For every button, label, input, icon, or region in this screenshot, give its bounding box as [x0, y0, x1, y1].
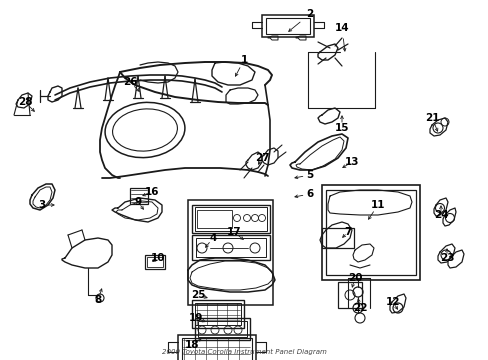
Text: 19: 19	[188, 313, 203, 323]
Text: 9: 9	[134, 197, 141, 207]
Text: 18: 18	[184, 340, 199, 350]
Bar	[178, 335, 256, 360]
Bar	[192, 205, 269, 233]
Bar	[187, 200, 272, 305]
Text: 21: 21	[424, 113, 438, 123]
Text: 13: 13	[344, 157, 359, 167]
Bar	[192, 235, 269, 260]
Text: 14: 14	[334, 23, 348, 33]
Bar	[321, 228, 353, 248]
Bar	[192, 300, 244, 328]
Bar	[147, 257, 163, 267]
Text: 8: 8	[94, 295, 102, 305]
Bar	[130, 188, 148, 204]
Text: 7: 7	[344, 227, 351, 237]
Text: 15: 15	[334, 123, 348, 133]
Bar	[145, 255, 164, 269]
Bar	[321, 185, 419, 280]
Bar	[325, 190, 415, 275]
Text: 2: 2	[306, 9, 313, 19]
Text: 2000 Toyota Corolla Instrument Panel Diagram: 2000 Toyota Corolla Instrument Panel Dia…	[162, 349, 326, 355]
Text: 4: 4	[209, 233, 216, 243]
Text: 12: 12	[385, 297, 400, 307]
Bar	[198, 321, 246, 337]
Bar	[195, 303, 241, 325]
Text: 20: 20	[347, 273, 362, 283]
Text: 1: 1	[240, 55, 247, 65]
Text: 23: 23	[439, 253, 453, 263]
Bar	[262, 15, 313, 37]
Text: 26: 26	[122, 77, 137, 87]
Text: 11: 11	[370, 200, 385, 210]
Bar	[182, 338, 251, 360]
Bar	[195, 207, 266, 231]
Text: 3: 3	[38, 200, 45, 210]
Bar	[197, 210, 231, 228]
Text: 16: 16	[144, 187, 159, 197]
Text: 22: 22	[352, 303, 366, 313]
Bar	[195, 318, 249, 340]
Bar	[337, 282, 361, 308]
Bar	[196, 238, 265, 257]
Text: 6: 6	[306, 189, 313, 199]
Text: 5: 5	[306, 170, 313, 180]
Text: 10: 10	[150, 253, 165, 263]
Text: 27: 27	[254, 153, 269, 163]
Text: 25: 25	[190, 290, 205, 300]
Text: 28: 28	[18, 97, 32, 107]
Text: 24: 24	[433, 210, 447, 220]
Text: 17: 17	[226, 227, 241, 237]
Bar	[265, 18, 309, 34]
